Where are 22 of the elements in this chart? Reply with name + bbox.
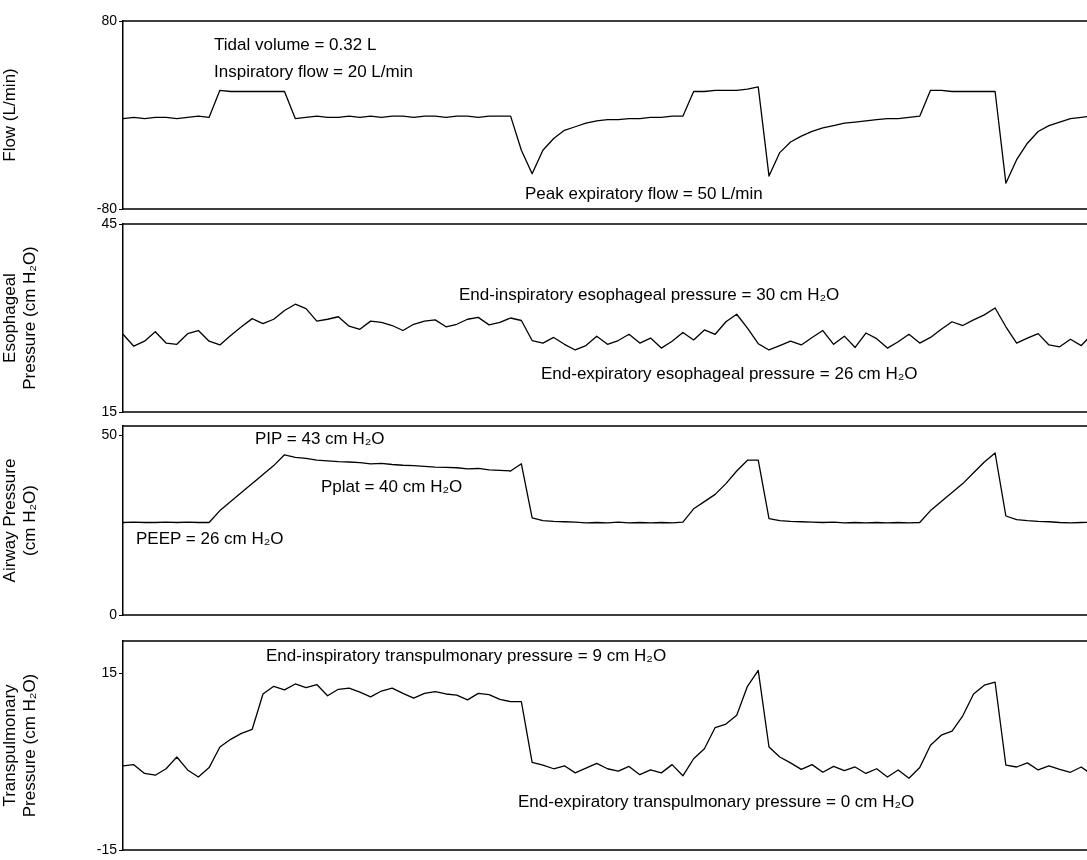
y-tick-label: 0 — [109, 605, 118, 622]
y-tick-label: 15 — [101, 664, 118, 681]
y-tick-label: -80 — [96, 199, 118, 216]
annotation: PEEP = 26 cm H₂O — [136, 528, 284, 548]
annotation: PIP = 43 cm H₂O — [255, 428, 385, 448]
annotation: End-inspiratory esophageal pressure = 30 cm H₂O — [459, 284, 840, 304]
y-tick-label: 50 — [101, 425, 118, 442]
y-tick-label: 45 — [101, 214, 118, 231]
y-axis-title: Airway Pressure (cm H₂O) — [0, 458, 40, 583]
y-tick-label: -15 — [96, 840, 118, 857]
annotation: Tidal volume = 0.32 L — [214, 34, 377, 54]
annotation: Pplat = 40 cm H₂O — [321, 476, 463, 496]
y-tick-label: 80 — [101, 11, 118, 28]
annotation: Peak expiratory flow = 50 L/min — [525, 183, 763, 203]
y-axis-title: Flow (L/min) — [0, 68, 19, 162]
y-tick-label: 15 — [101, 402, 118, 419]
annotation: Inspiratory flow = 20 L/min — [214, 61, 413, 81]
annotation: End-expiratory transpulmonary pressure = 0 cm H₂O — [518, 791, 915, 811]
y-axis-title: Esophageal Pressure (cm H₂O) — [0, 246, 40, 390]
annotation: End-inspiratory transpulmonary pressure = 9 cm H₂O — [266, 645, 667, 665]
y-axis-title: Transpulmonary Pressure (cm H₂O) — [0, 673, 40, 818]
annotation: End-expiratory esophageal pressure = 26 cm H₂O — [541, 363, 918, 383]
